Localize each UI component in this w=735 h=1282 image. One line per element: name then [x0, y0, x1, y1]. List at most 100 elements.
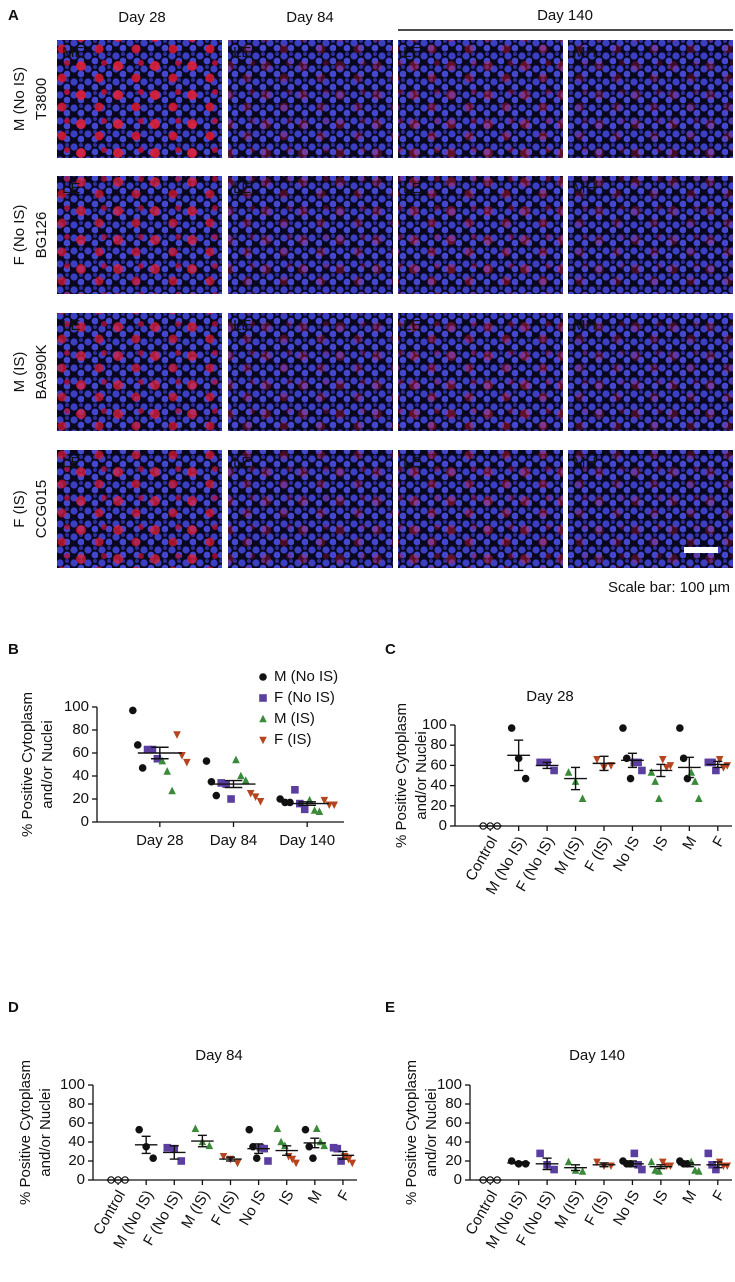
point: [578, 794, 587, 803]
point: [305, 1142, 314, 1151]
x-tick-label: M (IS): [551, 833, 586, 877]
point: [264, 1157, 272, 1165]
image-red: [568, 176, 733, 294]
micrograph: LE: [57, 176, 222, 294]
scale-bar-label: Scale bar: 100 µm: [608, 579, 730, 596]
point: [676, 724, 684, 732]
y-tick-label: 40: [445, 1133, 462, 1150]
y-tick-label: 80: [68, 1095, 85, 1112]
y-tick-label: 0: [81, 813, 89, 830]
point: [256, 798, 265, 806]
point: [277, 1137, 285, 1146]
point: [330, 801, 338, 810]
point: [309, 1154, 317, 1162]
chart-panel: E Day 140 % Positive Cytoplasm and/or Nucle…: [385, 999, 732, 1252]
y-tick-label: 80: [430, 736, 447, 753]
point: [521, 1160, 530, 1168]
point: [300, 805, 309, 814]
image-label: LE: [403, 454, 421, 471]
point: [593, 756, 601, 764]
point: [135, 1125, 143, 1134]
point: [286, 798, 294, 807]
image-label: LE: [233, 180, 251, 197]
point: [687, 768, 696, 776]
row-label: F (No IS): [11, 205, 28, 266]
point: [320, 796, 329, 805]
micrograph: LE: [228, 313, 393, 431]
y-axis-label: % Positive Cytoplasm: [17, 1060, 34, 1205]
micrograph: ME: [57, 40, 222, 158]
point: [310, 806, 319, 814]
y-tick-label: 60: [72, 744, 89, 761]
point: [259, 694, 267, 702]
point: [168, 786, 176, 795]
legend-label: M (IS): [274, 710, 315, 727]
point: [626, 774, 635, 783]
point: [630, 1149, 639, 1158]
image-red: [57, 40, 222, 158]
chart-panel: C Day 28 % Positive Cytoplasm and/or Nuclei…: [385, 641, 732, 898]
image-label: LE: [233, 454, 251, 471]
micrograph: LE: [228, 176, 393, 294]
point: [202, 757, 211, 765]
micrograph: MH: [568, 176, 733, 294]
y-tick-label: 60: [68, 1114, 85, 1131]
point: [634, 1161, 642, 1169]
point: [183, 758, 191, 767]
image-label: MH: [573, 454, 596, 471]
y-tick-label: 20: [430, 797, 447, 814]
micrograph: LE: [228, 450, 393, 568]
micrograph: LE: [398, 40, 563, 158]
point: [177, 1157, 186, 1165]
point: [149, 1154, 157, 1162]
image-red: [228, 176, 393, 294]
x-tick-label: M (IS): [551, 1187, 586, 1231]
legend-label: F (No IS): [274, 689, 335, 706]
x-tick-label: IS: [276, 1187, 298, 1208]
x-tick-label: No IS: [610, 833, 643, 874]
point: [578, 1167, 587, 1175]
image-red: [568, 313, 733, 431]
point: [536, 758, 544, 767]
image-red: [398, 450, 563, 568]
image-red: [228, 40, 393, 158]
panel-label: D: [8, 999, 19, 1016]
point: [655, 1167, 663, 1175]
point: [348, 1159, 357, 1168]
point: [129, 706, 137, 715]
x-tick-label: No IS: [610, 1187, 643, 1228]
x-tick-label: IS: [650, 833, 672, 854]
point: [217, 779, 226, 787]
y-tick-label: 40: [72, 767, 89, 784]
y-tick-label: 0: [439, 817, 447, 834]
x-tick-label: F (IS): [581, 833, 614, 874]
point: [312, 1124, 321, 1132]
point: [695, 794, 703, 803]
point: [708, 758, 716, 767]
image-label: LE: [233, 44, 251, 61]
x-tick-label: IS: [650, 1187, 672, 1208]
point: [245, 1125, 254, 1134]
y-tick-label: 100: [422, 716, 447, 733]
point: [237, 771, 245, 780]
point: [252, 1154, 261, 1162]
point: [163, 767, 171, 775]
y-axis-label: and/or Nuclei: [37, 1088, 54, 1176]
chart-title: Day 28: [526, 688, 574, 705]
micrograph: LE: [398, 450, 563, 568]
image-red: [568, 40, 733, 158]
point: [143, 745, 152, 754]
point: [163, 1143, 172, 1152]
point: [273, 1124, 282, 1132]
image-red: [398, 40, 563, 158]
point: [320, 1141, 329, 1150]
point: [647, 1157, 656, 1166]
point: [251, 793, 260, 801]
point: [658, 756, 667, 764]
legend-label: F (IS): [274, 731, 312, 748]
column-header: Day 84: [286, 9, 334, 26]
y-tick-label: 20: [72, 790, 89, 807]
micrograph: LE: [398, 176, 563, 294]
image-label: MH: [573, 180, 596, 197]
micrograph: LE: [228, 40, 393, 158]
